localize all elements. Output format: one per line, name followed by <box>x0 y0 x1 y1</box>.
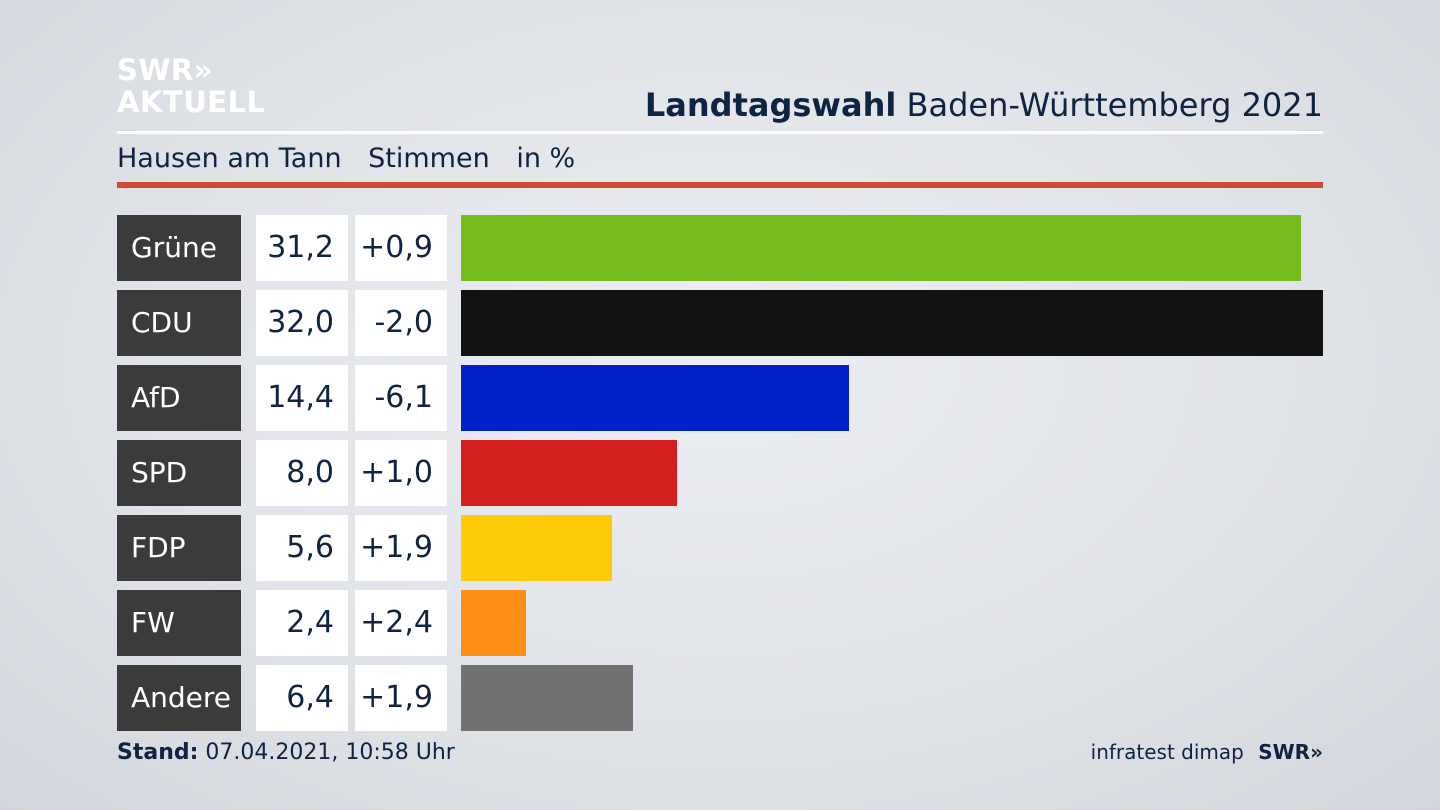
result-bar <box>461 290 1323 356</box>
change-value: +1,9 <box>355 515 447 581</box>
change-value: +0,9 <box>355 215 447 281</box>
metric-label: Stimmen <box>368 143 490 174</box>
stand-value: 07.04.2021, 10:58 Uhr <box>205 740 455 765</box>
share-value: 14,4 <box>256 365 348 431</box>
change-value: -2,0 <box>355 290 447 356</box>
share-value: 6,4 <box>256 665 348 731</box>
swr-aktuell-logo: SWR» AKTUELL <box>117 54 266 118</box>
result-bar <box>461 665 633 731</box>
result-bar <box>461 365 849 431</box>
stand-label: Stand: <box>117 740 199 765</box>
result-bar <box>461 440 677 506</box>
result-bar <box>461 515 612 581</box>
change-value: -6,1 <box>355 365 447 431</box>
accent-divider <box>117 182 1323 188</box>
change-value: +2,4 <box>355 590 447 656</box>
result-bar <box>461 590 526 656</box>
party-label: SPD <box>117 440 241 506</box>
share-value: 8,0 <box>256 440 348 506</box>
change-value: +1,0 <box>355 440 447 506</box>
subheader: Hausen am Tann Stimmen in % <box>117 143 593 174</box>
source-credit: infratest dimap SWR» <box>1091 740 1323 764</box>
change-value: +1,9 <box>355 665 447 731</box>
result-bar <box>461 215 1301 281</box>
share-value: 2,4 <box>256 590 348 656</box>
party-label: FW <box>117 590 241 656</box>
place-label: Hausen am Tann <box>117 143 342 174</box>
share-value: 32,0 <box>256 290 348 356</box>
timestamp: Stand: 07.04.2021, 10:58 Uhr <box>117 740 455 765</box>
party-label: AfD <box>117 365 241 431</box>
header-divider <box>117 131 1323 134</box>
party-label: FDP <box>117 515 241 581</box>
share-value: 31,2 <box>256 215 348 281</box>
logo-line-1: SWR» <box>117 53 213 87</box>
share-value: 5,6 <box>256 515 348 581</box>
source-label: infratest dimap <box>1090 740 1244 764</box>
title-bold: Landtagswahl <box>644 86 897 124</box>
logo-line-2: AKTUELL <box>117 85 266 119</box>
unit-label: in % <box>516 143 576 174</box>
party-label: Andere <box>117 665 241 731</box>
swr-brand-logo: SWR» <box>1258 740 1323 764</box>
title-rest: Baden-Württemberg 2021 <box>906 86 1324 124</box>
party-label: Grüne <box>117 215 241 281</box>
party-label: CDU <box>117 290 241 356</box>
page-title: Landtagswahl Baden-Württemberg 2021 <box>645 86 1323 124</box>
